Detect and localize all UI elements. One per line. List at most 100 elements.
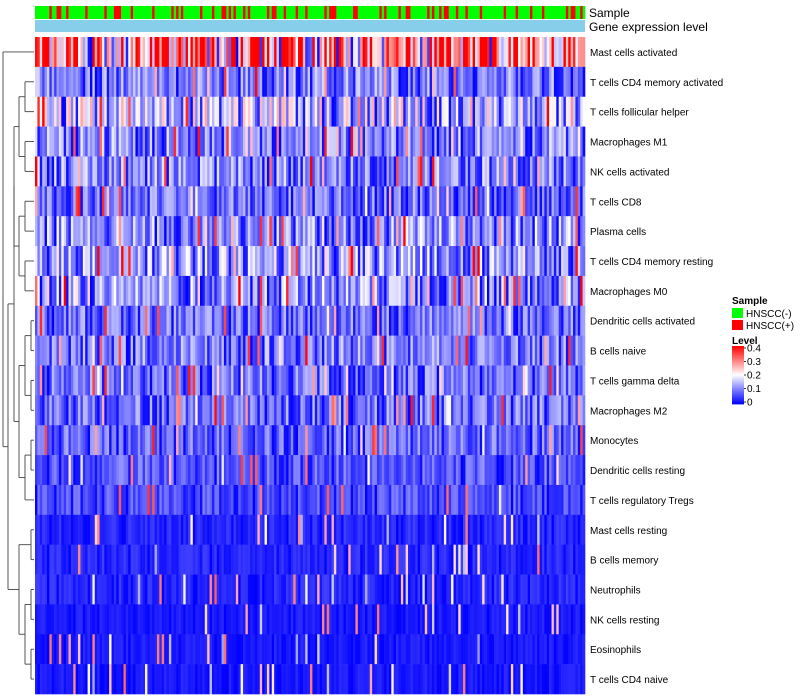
heatmap-cell (384, 395, 387, 426)
heatmap-cell (503, 335, 507, 366)
heatmap-cell (99, 604, 103, 635)
heatmap-cell (44, 96, 48, 127)
heatmap-cell (333, 395, 337, 426)
heatmap-cell (565, 395, 569, 426)
heatmap-cell (518, 96, 521, 127)
heatmap-cell (171, 634, 174, 665)
heatmap-cell (90, 425, 93, 456)
heatmap-cell (501, 37, 504, 68)
heatmap-cell (518, 395, 521, 426)
heatmap-cell (178, 544, 182, 575)
sample-cell (142, 6, 146, 19)
heatmap-cell (223, 395, 227, 426)
sample-cell (341, 6, 344, 19)
heatmap-cell (156, 305, 160, 336)
heatmap-cell (290, 216, 294, 247)
heatmap-cell (42, 305, 45, 336)
heatmap-cell (580, 455, 583, 486)
heatmap-cell (99, 514, 103, 545)
heatmap-cell (477, 514, 481, 545)
heatmap-cell (515, 395, 519, 426)
sample-cell (58, 6, 62, 19)
heatmap-cell (171, 305, 174, 336)
heatmap-cell (142, 305, 146, 336)
heatmap-cell (293, 365, 296, 396)
heatmap-cell (369, 246, 373, 277)
heatmap-cell (329, 156, 332, 187)
heatmap-cell (498, 544, 502, 575)
heatmap-cell (336, 604, 339, 635)
heatmap-cell (281, 365, 284, 396)
heatmap-cell (290, 275, 294, 307)
heatmap-cell (235, 484, 239, 516)
heatmap-cell (35, 574, 38, 605)
heatmap-cell (510, 66, 514, 98)
heatmap-cell (80, 186, 84, 217)
heatmap-cell (582, 574, 586, 605)
heatmap-cell (343, 395, 347, 426)
heatmap-cell (570, 216, 574, 247)
heatmap-cell (412, 484, 416, 516)
heatmap-cell (240, 156, 244, 187)
heatmap-cell (317, 275, 320, 307)
heatmap-cell (573, 156, 576, 187)
heatmap-cell (238, 484, 241, 516)
heatmap-cell (412, 126, 416, 157)
heatmap-cell (166, 275, 170, 307)
heatmap-cell (568, 574, 571, 605)
heatmap-cell (302, 604, 306, 635)
heatmap-cell (252, 604, 256, 635)
heatmap-cell (384, 246, 387, 277)
heatmap-cell (54, 275, 57, 307)
heatmap-cell (501, 574, 504, 605)
heatmap-cell (453, 66, 457, 98)
heatmap-cell (424, 246, 428, 277)
heatmap-cell (336, 156, 339, 187)
heatmap-cell (78, 126, 81, 157)
heatmap-cell (446, 544, 449, 575)
heatmap-cell (245, 186, 249, 217)
heatmap-cell (197, 37, 201, 68)
heatmap-cell (345, 395, 349, 426)
heatmap-cell (434, 305, 438, 336)
heatmap-cell (455, 37, 459, 68)
heatmap-cell (56, 246, 60, 277)
heatmap-cell (355, 305, 359, 336)
heatmap-cell (37, 365, 41, 396)
heatmap-cell (400, 186, 404, 217)
heatmap-cell (345, 156, 349, 187)
heatmap-cell (486, 275, 490, 307)
sample-cell (475, 6, 478, 19)
heatmap-cell (350, 216, 354, 247)
heatmap-cell (336, 574, 339, 605)
heatmap-cell (458, 66, 461, 98)
heatmap-cell (482, 156, 485, 187)
heatmap-cell (226, 156, 229, 187)
heatmap-cell (51, 425, 55, 456)
heatmap-cell (549, 126, 552, 157)
heatmap-cell (178, 216, 182, 247)
heatmap-cell (42, 604, 45, 635)
heatmap-cell (190, 275, 194, 307)
heatmap-cell (463, 395, 466, 426)
heatmap-cell (262, 305, 265, 336)
heatmap-cell (257, 425, 261, 456)
heatmap-cell (482, 544, 485, 575)
heatmap-cell (405, 126, 409, 157)
sample-cell (386, 6, 390, 19)
heatmap-cell (532, 275, 536, 307)
heatmap-cell (39, 484, 43, 516)
heatmap-cell (345, 37, 349, 68)
heatmap-cell (561, 604, 564, 635)
heatmap-cell (465, 126, 469, 157)
heatmap-cell (276, 305, 280, 336)
heatmap-cell (271, 544, 275, 575)
heatmap-cell (161, 335, 165, 366)
heatmap-cell (223, 275, 227, 307)
heatmap-cell (135, 66, 139, 98)
heatmap-cell (580, 604, 583, 635)
heatmap-cell (190, 484, 194, 516)
heatmap-cell (164, 634, 167, 665)
heatmap-cell (484, 96, 488, 127)
heatmap-cell (176, 544, 179, 575)
